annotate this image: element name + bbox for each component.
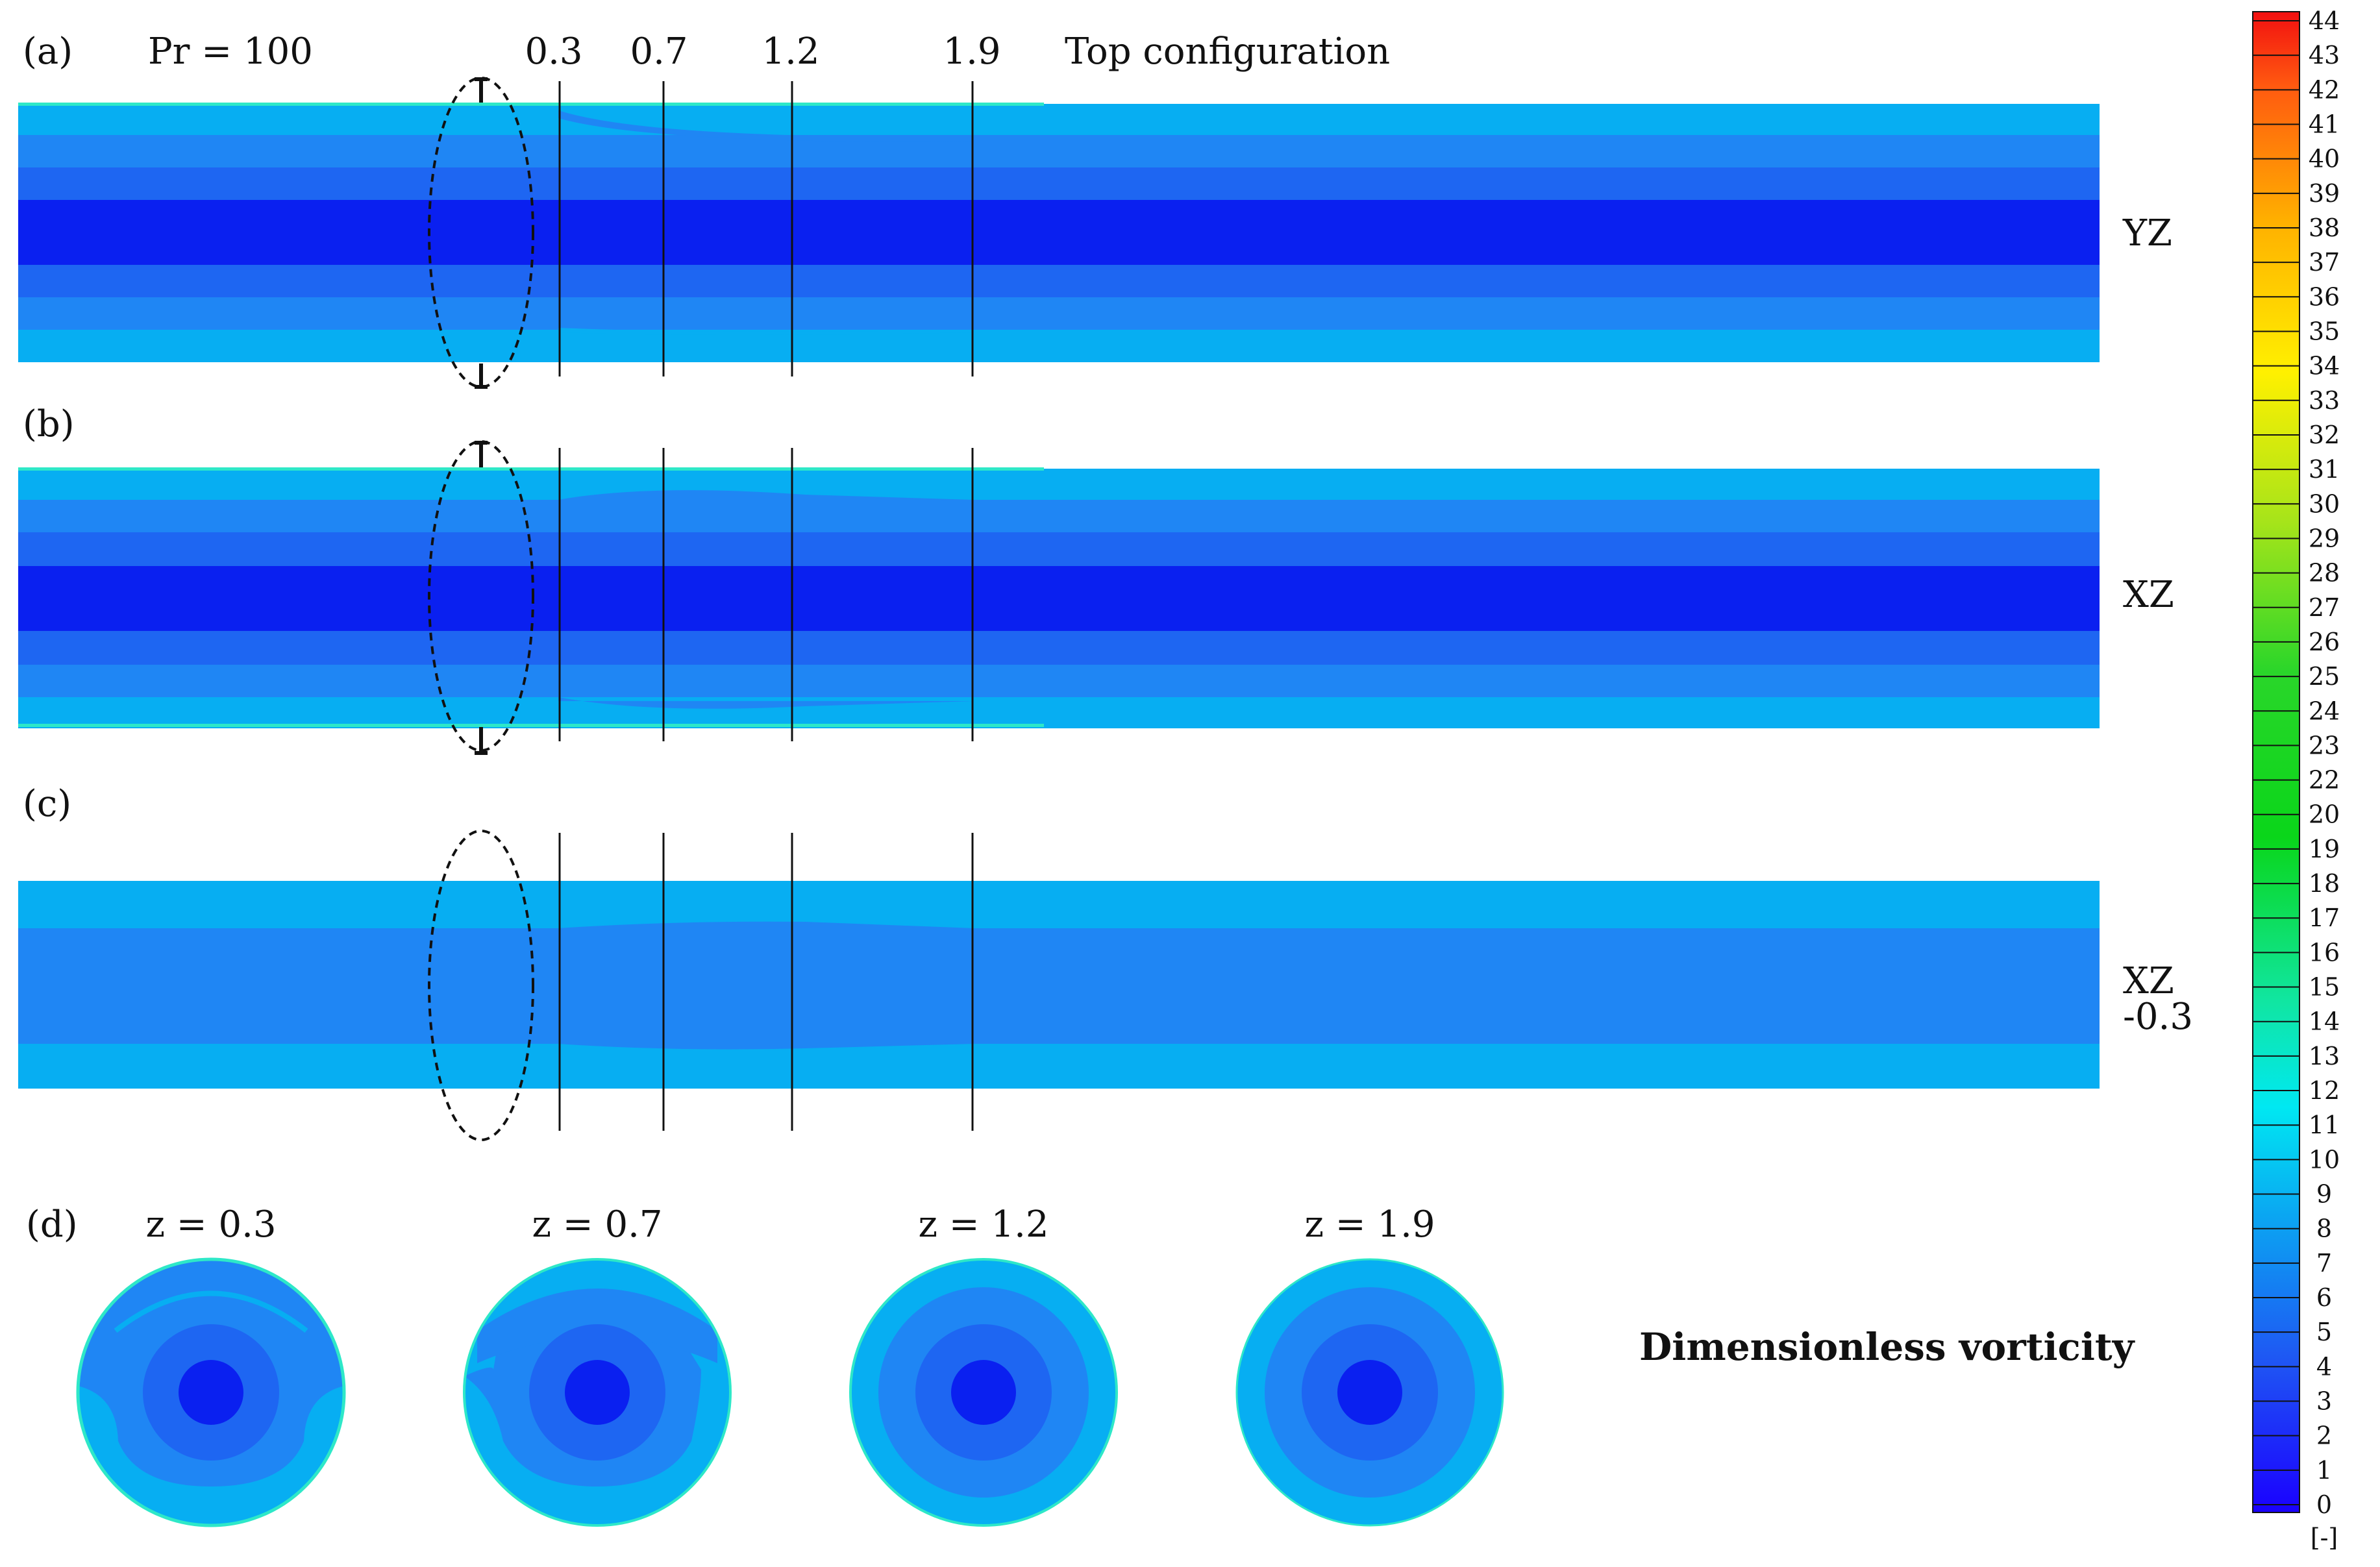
colorbar-tick-label: 20 — [2309, 800, 2340, 829]
plane-label-xz-offset: XZ — [2123, 960, 2174, 1002]
colorbar-tick-label: 44 — [2309, 6, 2340, 35]
colorbar-tick-label: 23 — [2309, 731, 2340, 759]
plane-label-xz: XZ — [2123, 574, 2174, 616]
colorbar-tick-label: 36 — [2309, 282, 2340, 311]
colorbar-tick-label: 6 — [2316, 1283, 2332, 1312]
colorbar-tick-label: 16 — [2309, 938, 2340, 967]
colorbar-tick-label: 30 — [2309, 489, 2340, 518]
colorbar-tick-labels: 0123456789101112131415161718192022232425… — [2309, 6, 2340, 1519]
cross-section-3 — [1235, 1258, 1504, 1527]
panel-c-contour — [18, 881, 2100, 1089]
panel-c-label: (c) — [23, 783, 71, 825]
slice-label-1: 0.7 — [630, 31, 688, 73]
colorbar-tick-label: 0 — [2316, 1490, 2332, 1519]
panel-b-inlet-marker — [428, 440, 534, 755]
panel-d-label: (d) — [26, 1203, 78, 1246]
colorbar-tick-label: 9 — [2316, 1180, 2332, 1209]
colorbar-tick-label: 41 — [2309, 110, 2340, 138]
configuration-label: Top configuration — [1065, 31, 1390, 73]
slice-label-2: 1.2 — [762, 31, 819, 73]
colorbar-tick-label: 32 — [2309, 421, 2340, 449]
colorbar-tick-label: 42 — [2309, 75, 2340, 104]
cross-section-label-3: z = 1.9 — [1304, 1203, 1435, 1246]
colorbar-tick-label: 1 — [2316, 1456, 2332, 1485]
panel-a-label: (a) — [23, 31, 73, 73]
colorbar-tick-label: 10 — [2309, 1145, 2340, 1174]
cross-section-0 — [76, 1257, 346, 1527]
colorbar-tick-label: 15 — [2309, 973, 2340, 1002]
colorbar-tick-label: 22 — [2309, 766, 2340, 795]
colorbar-tick-label: 4 — [2316, 1352, 2332, 1381]
colorbar-tick-lines — [2253, 20, 2299, 1505]
colorbar-gradient — [2252, 11, 2300, 1513]
colorbar-tick-label: 26 — [2309, 628, 2340, 656]
colorbar-tick-label: 3 — [2316, 1387, 2332, 1416]
slice-label-0: 0.3 — [525, 31, 582, 73]
panel-b-contour — [18, 467, 2100, 728]
colorbar-tick-label: 29 — [2309, 524, 2340, 552]
panel-c-inlet-marker — [428, 830, 534, 1141]
plane-label-offset-value: -0.3 — [2123, 996, 2193, 1038]
panel-a-contour — [18, 103, 2100, 362]
colorbar-tick-label: 24 — [2309, 697, 2340, 725]
panel-b-slice-lines — [558, 448, 974, 741]
colorbar-tick-label: 40 — [2309, 145, 2340, 173]
plane-label-yz: YZ — [2122, 212, 2172, 254]
panel-c-slice-lines — [558, 833, 974, 1131]
colorbar-tick-label: 5 — [2316, 1318, 2332, 1346]
colorbar-tick-label: 8 — [2316, 1215, 2332, 1243]
colorbar-tick-label: 34 — [2309, 352, 2340, 380]
colorbar-tick-label: 12 — [2309, 1076, 2340, 1105]
colorbar-tick-label: 14 — [2309, 1007, 2340, 1036]
colorbar-tick-label: 38 — [2309, 214, 2340, 242]
cross-section-label-0: z = 0.3 — [145, 1203, 276, 1246]
slice-label-3: 1.9 — [943, 31, 1000, 73]
colorbar-tick-label: 28 — [2309, 559, 2340, 587]
colorbar-title: Dimensionless vorticity — [1639, 1325, 2136, 1369]
colorbar-tick-label: 25 — [2309, 662, 2340, 691]
colorbar-tick-label: 33 — [2309, 386, 2340, 415]
colorbar-tick-label: 35 — [2309, 317, 2340, 345]
colorbar-tick-label: 19 — [2309, 835, 2340, 863]
cross-section-1 — [463, 1258, 732, 1527]
colorbar-tick-label: 7 — [2316, 1249, 2332, 1277]
panel-a-slice-lines — [558, 81, 974, 376]
colorbar-unit: [-] — [2311, 1524, 2338, 1552]
colorbar-tick-label: 11 — [2309, 1111, 2340, 1139]
panel-a-inlet-marker — [428, 77, 534, 389]
panel-b-label: (b) — [23, 403, 75, 445]
colorbar-tick-label: 18 — [2309, 869, 2340, 898]
colorbar-tick-label: 37 — [2309, 248, 2340, 277]
colorbar-tick-label: 43 — [2309, 41, 2340, 69]
colorbar-tick-label: 39 — [2309, 179, 2340, 208]
colorbar-tick-label: 13 — [2309, 1042, 2340, 1070]
colorbar-tick-label: 27 — [2309, 593, 2340, 622]
cross-section-label-2: z = 1.2 — [918, 1203, 1048, 1246]
colorbar: 0123456789101112131415161718192022232425… — [2252, 6, 2340, 1552]
cross-section-2 — [849, 1258, 1118, 1527]
colorbar-tick-label: 2 — [2316, 1422, 2332, 1450]
colorbar-tick-label: 31 — [2309, 455, 2340, 484]
prandtl-number: Pr = 100 — [148, 31, 313, 73]
colorbar-tick-label: 17 — [2309, 904, 2340, 932]
cross-section-label-1: z = 0.7 — [532, 1203, 662, 1246]
